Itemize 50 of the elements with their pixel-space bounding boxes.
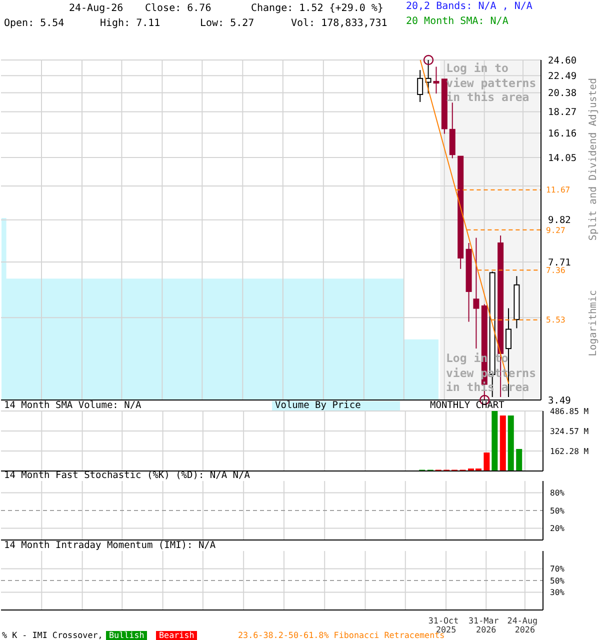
bar xyxy=(500,416,506,471)
ref-line-label: 5.53 xyxy=(546,316,566,325)
y-tick-label: 50% xyxy=(550,576,565,586)
chart-title: 14 Month Intraday Momentum (IMI): N/A xyxy=(4,540,216,550)
bar xyxy=(508,416,514,471)
text: Bearish xyxy=(156,630,198,640)
text: Bullish xyxy=(106,630,148,640)
y-tick-label: 24.60 xyxy=(548,55,577,66)
text: Close: 6.76 xyxy=(145,3,212,15)
text: Low: 5.27 xyxy=(200,18,254,30)
y-tick-label: 486.85 M xyxy=(550,406,589,416)
text: High: 7.11 xyxy=(100,18,160,30)
y-axis-title: Split and Dividend Adjusted xyxy=(588,78,599,241)
y-tick-label: 22.49 xyxy=(548,70,577,82)
y-tick-label: 30% xyxy=(550,588,565,598)
text: Change: 1.52 {+29.0 %} xyxy=(251,3,384,15)
candlestick xyxy=(473,237,480,350)
chart-title: 14 Month SMA Volume: N/A xyxy=(4,400,142,410)
y-tick-label: 324.57 M xyxy=(550,426,589,436)
y-tick-label: 162.28 M xyxy=(550,446,589,456)
bar xyxy=(492,411,498,471)
y-tick-label: 20.38 xyxy=(548,88,577,100)
ref-line-label: 11.67 xyxy=(546,186,570,195)
y-tick-label: 20% xyxy=(550,524,565,533)
y-tick-label: 3.49 xyxy=(548,395,572,406)
text: Logarithmic xyxy=(588,290,599,356)
x-tick-label: 24-Aug 2026 xyxy=(507,616,543,634)
text: 24-Aug-26 xyxy=(69,3,124,15)
y-tick-label: 7.71 xyxy=(548,257,572,268)
y-tick-label: 50% xyxy=(550,506,565,516)
ref-line-label: 7.36 xyxy=(546,266,566,275)
text: 20 Month SMA: N/A xyxy=(406,16,508,28)
text: % K - IMI Crossover, xyxy=(2,630,103,640)
candlestick xyxy=(417,70,424,102)
text: Vol: 178,833,731 xyxy=(291,18,388,30)
candlestick xyxy=(433,66,440,94)
text: 20,2 Bands: N/A , N/A xyxy=(406,1,532,13)
y-tick-label: 70% xyxy=(550,564,565,574)
series-label: Volume By Price xyxy=(275,400,361,410)
annotation: MONTHLY CHART xyxy=(430,400,504,410)
y-tick-label: 16.16 xyxy=(548,128,577,140)
y-tick-label: 14.05 xyxy=(548,152,577,164)
y-tick-label: 9.82 xyxy=(548,215,571,226)
text: Open: 5.54 xyxy=(4,18,64,30)
bar xyxy=(484,452,490,471)
ref-line-label: 9.27 xyxy=(546,226,566,235)
x-tick-label: 31-Mar 2026 xyxy=(468,616,504,634)
y-tick-label: 80% xyxy=(550,488,565,498)
y-tick-label: 18.27 xyxy=(548,107,577,118)
bar xyxy=(516,448,522,471)
